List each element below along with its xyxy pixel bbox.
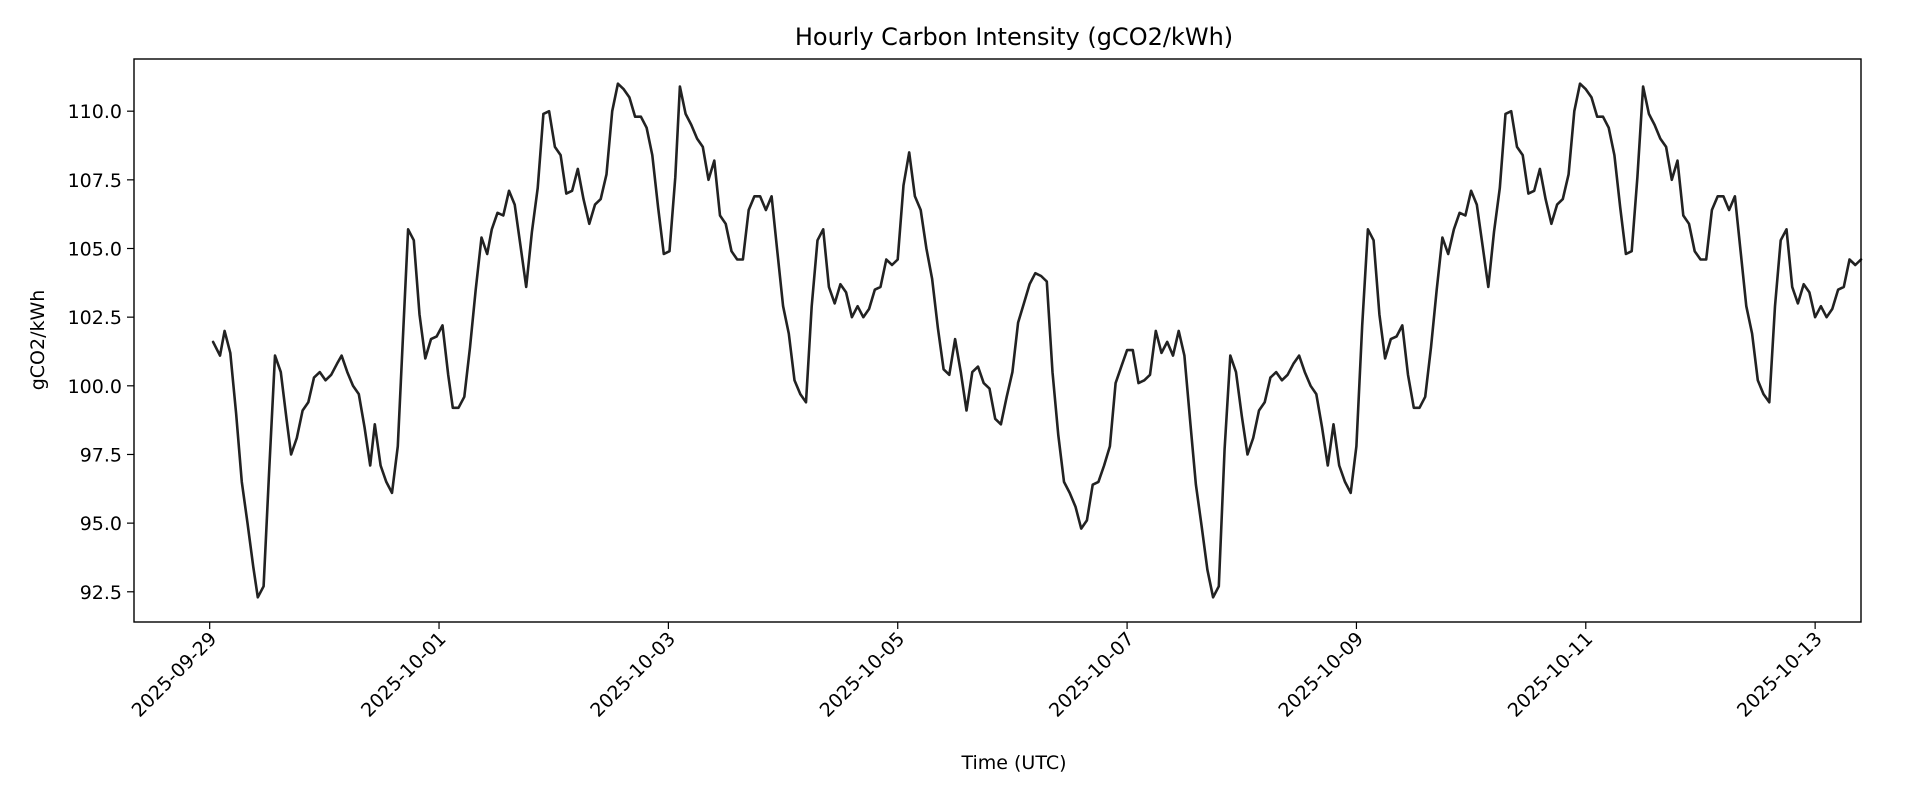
y-tick-label: 92.5 <box>80 582 122 604</box>
y-tick-label: 105.0 <box>68 238 122 260</box>
series-line-carbon-intensity <box>211 82 1863 599</box>
y-tick-label: 95.0 <box>80 513 122 535</box>
plot-area-frame <box>133 58 1862 623</box>
y-tick-label: 110.0 <box>68 101 122 123</box>
y-tick-label: 97.5 <box>80 444 122 466</box>
chart-title: Hourly Carbon Intensity (gCO2/kWh) <box>795 23 1233 51</box>
y-axis-label: gCO2/kWh <box>27 290 49 391</box>
y-tick-label: 107.5 <box>68 170 122 192</box>
x-axis-label: Time (UTC) <box>960 752 1066 774</box>
y-tick-label: 102.5 <box>68 307 122 329</box>
y-tick-label: 100.0 <box>68 376 122 398</box>
